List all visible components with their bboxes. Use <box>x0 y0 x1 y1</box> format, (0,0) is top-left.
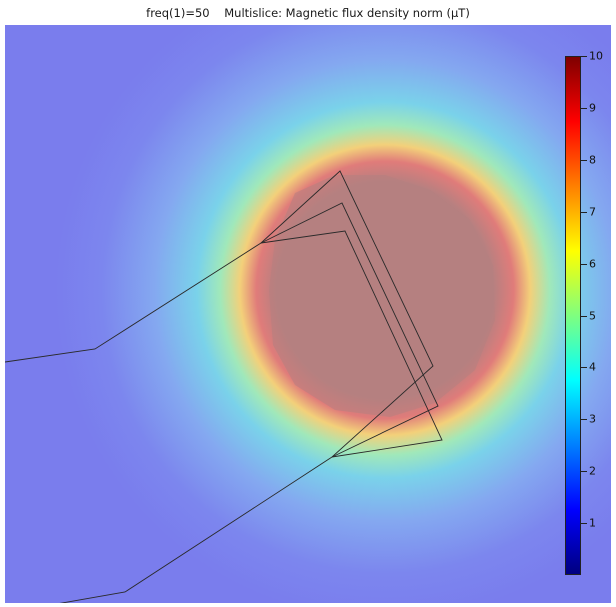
outer-conductor-edge <box>5 170 434 603</box>
colorbar-tick <box>581 315 587 317</box>
plot-expression-label: Multislice: Magnetic flux density norm (… <box>224 6 470 20</box>
colorbar-tick <box>581 263 587 265</box>
colorbar-tick-label: 8 <box>589 153 596 167</box>
geometry-outline <box>5 170 443 603</box>
colorbar-tick <box>581 56 587 57</box>
colorbar-tick <box>581 107 587 109</box>
colorbar-tick-label: 7 <box>589 205 596 219</box>
colorbar-tick-label: 4 <box>589 360 596 374</box>
colorbar <box>565 56 581 575</box>
colorbar-tick <box>581 159 587 161</box>
graphics-viewport[interactable] <box>5 25 611 603</box>
colorbar-tick <box>581 367 587 369</box>
colorbar-tick-label: 9 <box>589 101 596 115</box>
colorbar-tick-label: 1 <box>589 516 596 530</box>
colorbar-tick-label: 3 <box>589 412 596 426</box>
colorbar-tick-label: 2 <box>589 464 596 478</box>
colorbar-tick <box>581 471 587 473</box>
inner-conductor-edge <box>260 230 443 458</box>
colorbar-tick <box>581 419 587 421</box>
colorbar-tick <box>581 523 587 525</box>
colorbar-tick-label: 10 <box>589 49 603 63</box>
plot-title: freq(1)=50 Multislice: Magnetic flux den… <box>0 6 616 20</box>
high-field-core <box>269 175 495 417</box>
frequency-label: freq(1)=50 <box>146 6 210 20</box>
colorbar-tick <box>581 211 587 213</box>
colorbar-tick-label: 6 <box>589 257 596 271</box>
middle-conductor-edge <box>260 202 439 458</box>
colorbar-tick-label: 5 <box>589 309 596 322</box>
field-plot <box>5 25 611 603</box>
